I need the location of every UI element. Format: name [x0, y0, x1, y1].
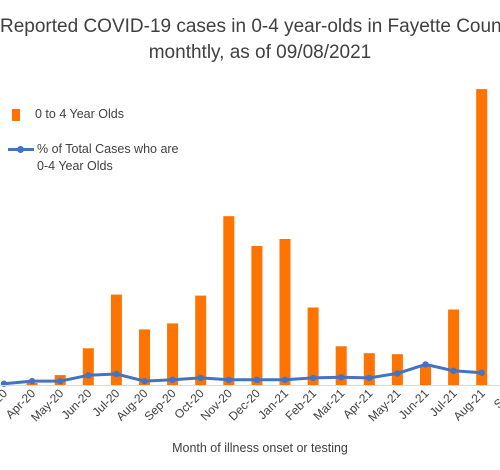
bar-dec-20	[251, 246, 263, 385]
bar-aug-20	[139, 329, 150, 385]
percent-point-aug-20	[141, 377, 148, 385]
bar-sep-20	[167, 323, 179, 385]
percent-point-apr-20	[28, 377, 36, 385]
x-tick-label-jun-21: Jun-21	[396, 386, 432, 422]
x-tick-label-aug-21: Aug-21	[451, 386, 488, 423]
legend-label-cases: 0 to 4 Year Olds	[35, 107, 124, 121]
percent-point-jul-20	[113, 370, 120, 378]
x-tick-label-jun-20: Jun-20	[59, 386, 95, 422]
percent-point-dec-20	[253, 376, 261, 383]
chart-title-line-1: Reported COVID-19 cases in 0-4 year-olds…	[0, 16, 500, 37]
bar-feb-21	[307, 307, 319, 385]
x-tick-label-mar-21: Mar-21	[311, 386, 348, 423]
x-tick-label-mar-20: r-20	[0, 386, 10, 411]
percent-point-jun-21	[422, 361, 429, 368]
percent-point-aug-21	[478, 369, 485, 376]
percent-point-jul-21	[450, 367, 457, 374]
percent-point-mar-21	[338, 374, 345, 381]
percent-point-jun-20	[85, 372, 92, 379]
bar-aug-21	[476, 89, 488, 385]
x-tick-label-sep-20: Sep-20	[141, 386, 178, 423]
chart-title: Reported COVID-19 cases in 0-4 year-olds…	[0, 14, 500, 66]
percent-point-jan-21	[281, 376, 289, 383]
percent-point-apr-21	[366, 374, 373, 382]
percent-point-oct-20	[197, 374, 204, 382]
bar-apr-21	[363, 353, 375, 385]
bar-jul-20	[110, 294, 122, 385]
percent-series-line	[3, 362, 482, 386]
x-tick-label-may-20: May-20	[28, 386, 66, 424]
bar-oct-20	[195, 295, 207, 385]
bar-jun-20	[82, 348, 94, 385]
chart-title-line-2: monthtly, as of 09/08/2021	[148, 42, 372, 63]
x-axis-title: Month of illness onset or testing	[172, 441, 348, 455]
bar-nov-20	[223, 216, 235, 385]
bar-may-21	[391, 354, 403, 385]
bar-jun-21	[420, 365, 431, 385]
x-tick-label-dec-20: Dec-20	[226, 386, 263, 423]
legend-label-percent-line-2: 0-4 Year Olds	[37, 159, 113, 173]
bar-jan-21	[279, 239, 291, 385]
x-tick-label-may-21: May-21	[365, 386, 403, 424]
percent-point-may-20	[57, 377, 64, 385]
percent-point-sep-20	[169, 376, 176, 383]
percent-point-feb-21	[309, 374, 317, 382]
legend-line-marker	[17, 146, 24, 153]
bar-mar-21	[335, 346, 347, 385]
x-tick-label-sep-21: Sep	[491, 386, 500, 411]
legend-bar-swatch	[12, 109, 20, 121]
percent-point-nov-20	[225, 376, 232, 383]
legend-label-percent-line-1: % of Total Cases who are	[37, 142, 179, 156]
bar-jul-21	[448, 309, 460, 385]
percent-point-may-21	[394, 370, 401, 377]
